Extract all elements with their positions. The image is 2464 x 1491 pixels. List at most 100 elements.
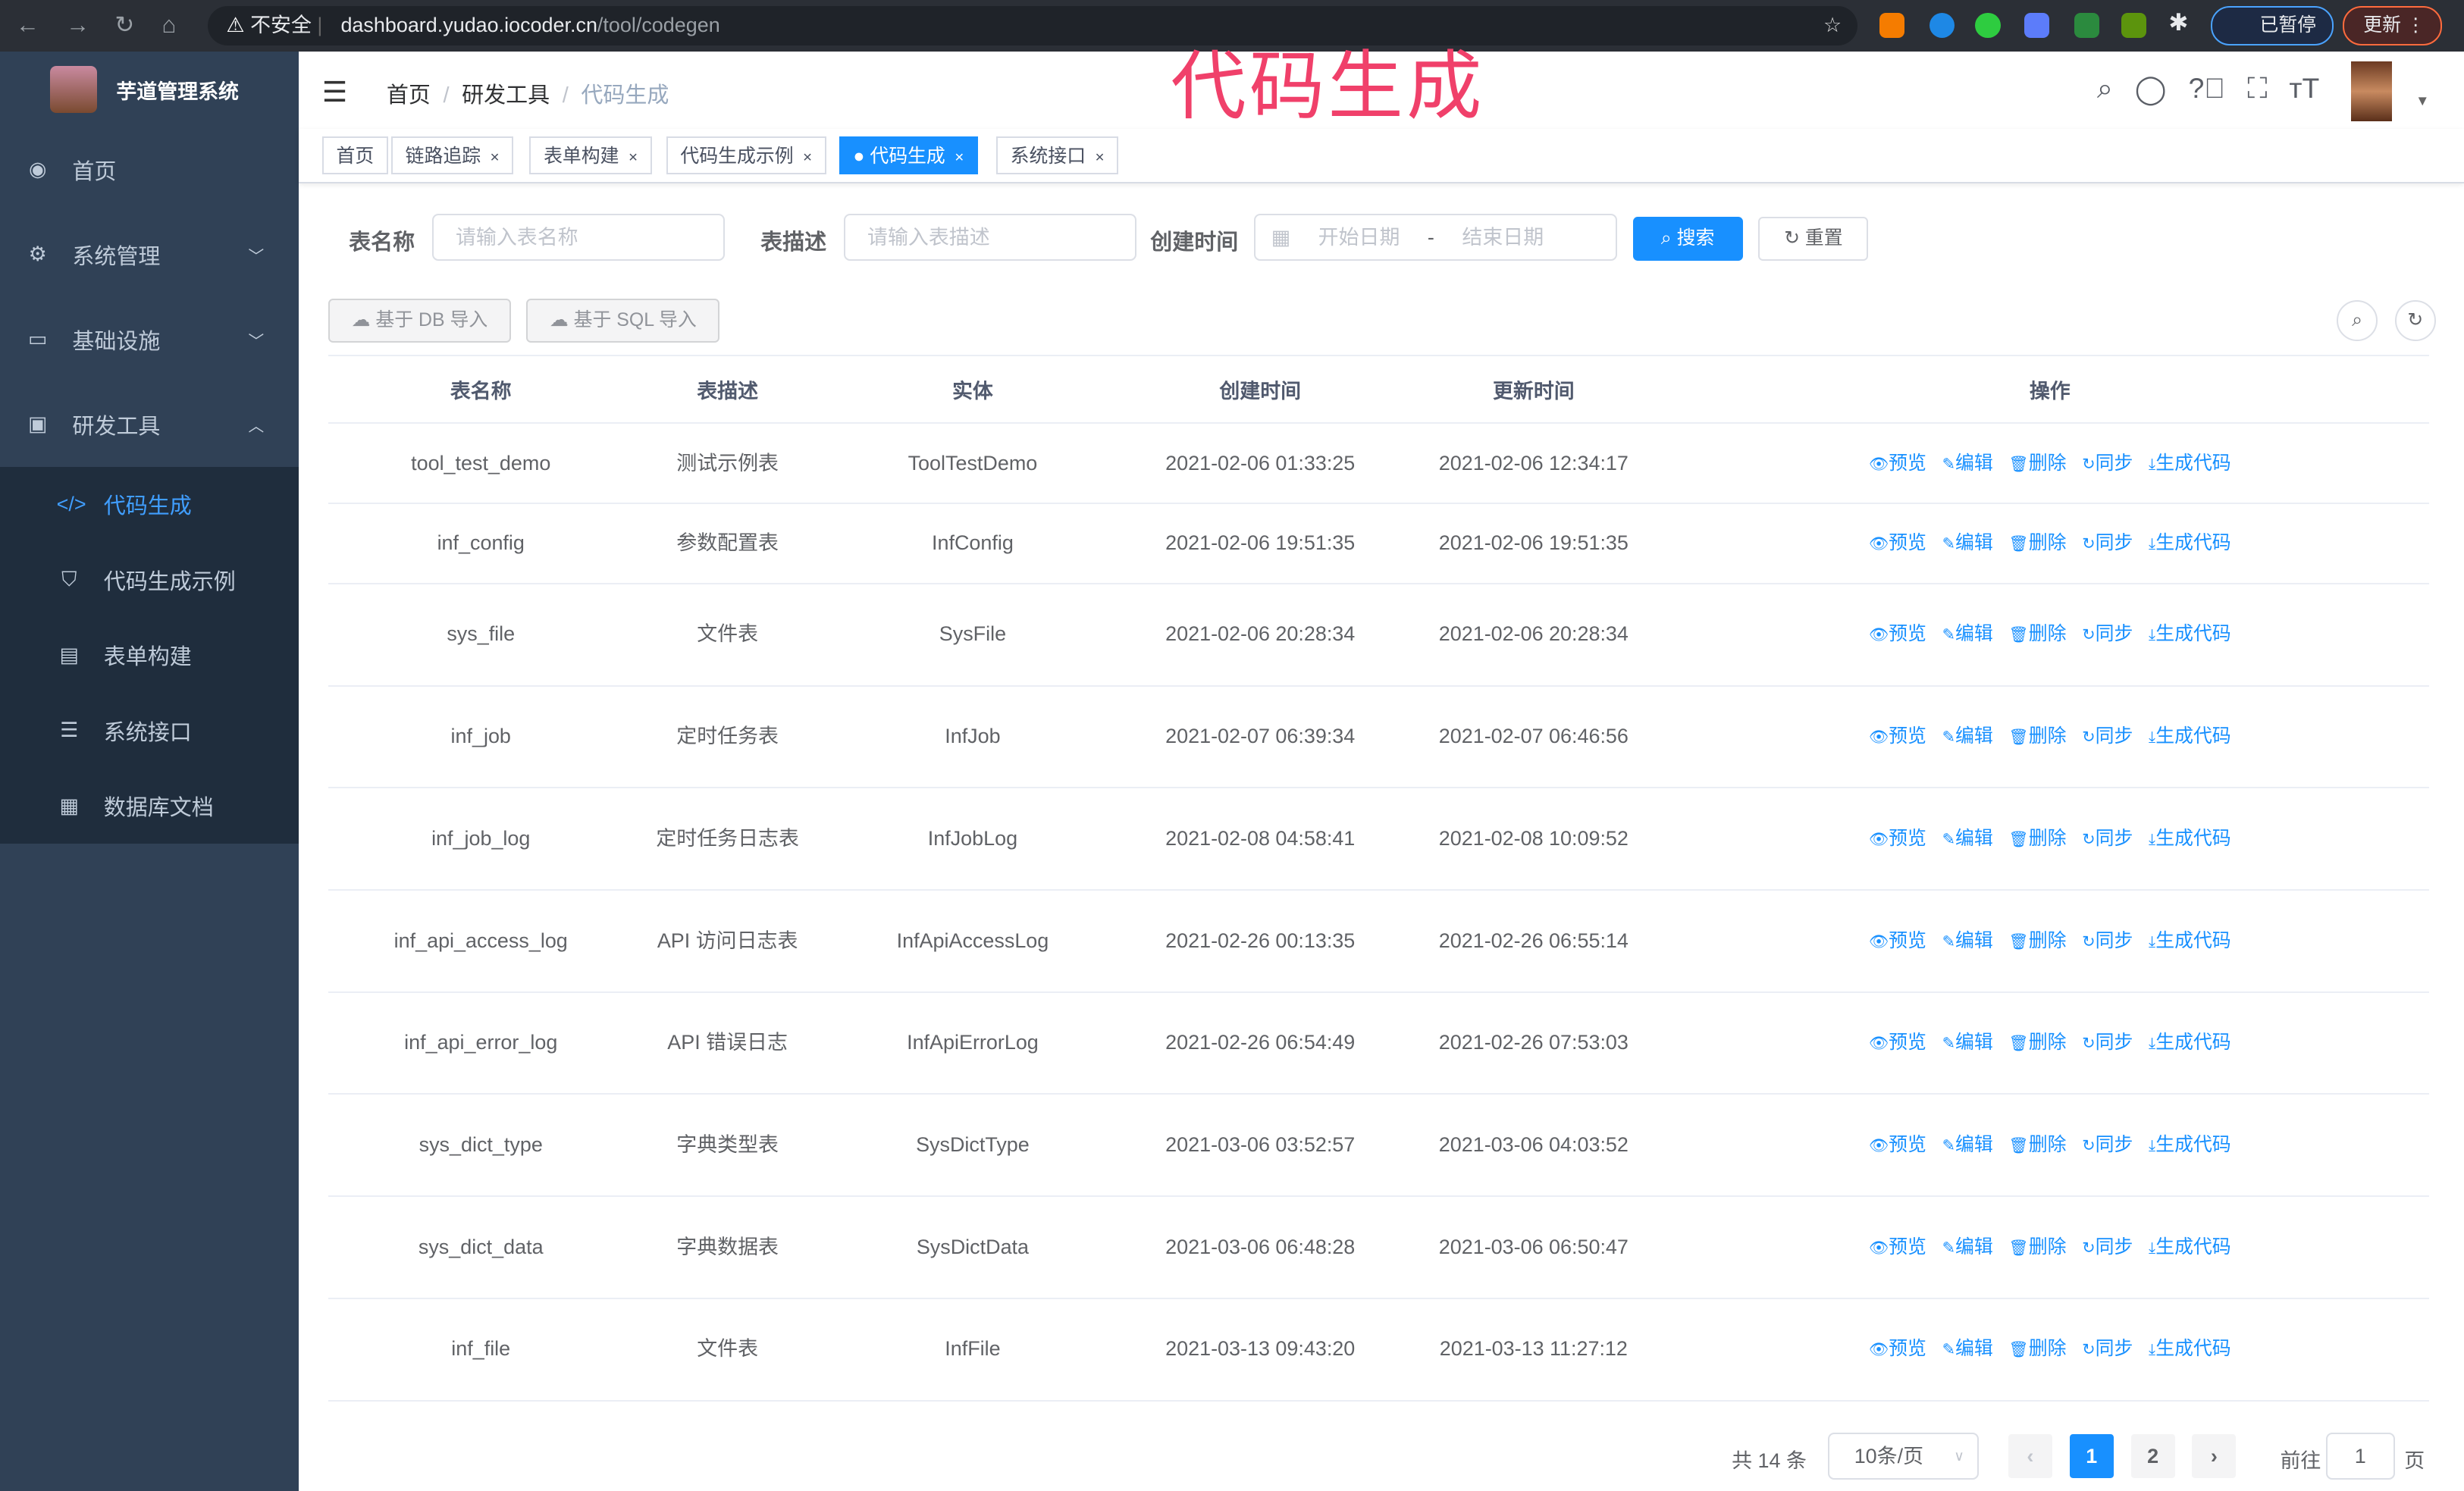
preview-button[interactable]: 👁预览 — [1869, 725, 1926, 747]
preview-button[interactable]: 👁预览 — [1869, 1236, 1926, 1258]
delete-button[interactable]: 🗑删除 — [2008, 453, 2066, 474]
preview-button[interactable]: 👁预览 — [1869, 1134, 1926, 1155]
edit-button[interactable]: ✎编辑 — [1942, 930, 1993, 951]
generate-code-button[interactable]: ⤓生成代码 — [2149, 1134, 2231, 1155]
edit-button[interactable]: ✎编辑 — [1942, 1338, 1993, 1359]
sidebar-item-codegen-demo[interactable]: ⛉ 代码生成示例 — [0, 542, 299, 617]
preview-button[interactable]: 👁预览 — [1869, 453, 1926, 474]
sidebar-item-codegen[interactable]: </> 代码生成 — [0, 467, 299, 542]
caret-down-icon[interactable]: ▼ — [2415, 92, 2430, 109]
delete-button[interactable]: 🗑删除 — [2008, 828, 2066, 849]
search-icon[interactable]: ⌕ — [2096, 72, 2113, 105]
extension-icon[interactable] — [2074, 12, 2100, 38]
tag-codegen-demo[interactable]: 代码生成示例 × — [666, 136, 826, 175]
edit-button[interactable]: ✎编辑 — [1942, 1236, 1993, 1258]
edit-button[interactable]: ✎编辑 — [1942, 532, 1993, 553]
extension-icon[interactable] — [2121, 12, 2147, 38]
edit-button[interactable]: ✎编辑 — [1942, 1032, 1993, 1053]
address-bar[interactable]: ⚠ 不安全 | dashboard.yudao.iocoder.cn/tool/… — [207, 6, 1857, 46]
update-button[interactable]: 更新 ⋮ — [2343, 6, 2443, 45]
close-icon[interactable]: × — [1095, 149, 1105, 167]
puzzle-icon[interactable]: ✱ — [2168, 9, 2189, 36]
preview-button[interactable]: 👁预览 — [1869, 623, 1926, 644]
font-size-icon[interactable]: ᴛT — [2289, 72, 2320, 105]
sync-button[interactable]: ↻同步 — [2082, 532, 2133, 553]
fullscreen-icon[interactable]: ⛶ — [2247, 72, 2268, 105]
page-2-button[interactable]: 2 — [2130, 1434, 2175, 1479]
sidebar-item-devtools[interactable]: ▣ 研发工具 ︿ — [0, 382, 299, 467]
generate-code-button[interactable]: ⤓生成代码 — [2149, 828, 2231, 849]
edit-button[interactable]: ✎编辑 — [1942, 828, 1993, 849]
sync-button[interactable]: ↻同步 — [2082, 930, 2133, 951]
import-db-button[interactable]: ☁ 基于 DB 导入 — [328, 298, 511, 343]
preview-button[interactable]: 👁预览 — [1869, 1338, 1926, 1359]
generate-code-button[interactable]: ⤓生成代码 — [2149, 725, 2231, 747]
delete-button[interactable]: 🗑删除 — [2008, 930, 2066, 951]
close-icon[interactable]: × — [955, 149, 964, 167]
delete-button[interactable]: 🗑删除 — [2008, 1236, 2066, 1258]
delete-button[interactable]: 🗑删除 — [2008, 725, 2066, 747]
preview-button[interactable]: 👁预览 — [1869, 930, 1926, 951]
extension-icon[interactable] — [1930, 12, 1955, 38]
edit-button[interactable]: ✎编辑 — [1942, 725, 1993, 747]
edit-button[interactable]: ✎编辑 — [1942, 453, 1993, 474]
bookmark-star-icon[interactable]: ☆ — [1823, 14, 1842, 37]
extension-icon[interactable] — [2024, 12, 2049, 38]
date-range-picker[interactable]: ▦ 开始日期 - 结束日期 — [1254, 213, 1617, 262]
delete-button[interactable]: 🗑删除 — [2008, 1134, 2066, 1155]
generate-code-button[interactable]: ⤓生成代码 — [2149, 453, 2231, 474]
sync-button[interactable]: ↻同步 — [2082, 1032, 2133, 1053]
reset-button[interactable]: ↻ 重置 — [1758, 217, 1869, 262]
page-size-select[interactable]: 10条/页 ∨ — [1827, 1433, 1979, 1480]
preview-button[interactable]: 👁预览 — [1869, 828, 1926, 849]
preview-button[interactable]: 👁预览 — [1869, 532, 1926, 553]
table-name-input[interactable]: 请输入表名称 — [431, 213, 725, 262]
back-icon[interactable]: ← — [15, 11, 39, 38]
sync-button[interactable]: ↻同步 — [2082, 1134, 2133, 1155]
delete-button[interactable]: 🗑删除 — [2008, 532, 2066, 553]
prev-page-button[interactable]: ‹ — [2008, 1434, 2052, 1479]
generate-code-button[interactable]: ⤓生成代码 — [2149, 532, 2231, 553]
import-sql-button[interactable]: ☁ 基于 SQL 导入 — [526, 298, 720, 343]
edit-button[interactable]: ✎编辑 — [1942, 623, 1993, 644]
generate-code-button[interactable]: ⤓生成代码 — [2149, 930, 2231, 951]
github-icon[interactable]: ◯ — [2134, 73, 2167, 105]
sync-button[interactable]: ↻同步 — [2082, 1236, 2133, 1258]
tag-swagger[interactable]: 系统接口 × — [996, 136, 1119, 175]
close-icon[interactable]: × — [628, 149, 638, 167]
page-1-button[interactable]: 1 — [2069, 1434, 2114, 1479]
tag-codegen[interactable]: ● 代码生成 × — [839, 136, 978, 175]
extension-icon[interactable] — [1879, 12, 1905, 38]
edit-button[interactable]: ✎编辑 — [1942, 1134, 1993, 1155]
breadcrumb-item[interactable]: 首页 — [386, 83, 431, 108]
end-date-input[interactable]: 结束日期 — [1462, 225, 1544, 249]
sidebar-item-swagger[interactable]: ☰ 系统接口 — [0, 693, 299, 768]
generate-code-button[interactable]: ⤓生成代码 — [2149, 623, 2231, 644]
sidebar-item-home[interactable]: ◉ 首页 — [0, 127, 299, 212]
goto-page-input[interactable]: 1 — [2325, 1433, 2395, 1480]
preview-button[interactable]: 👁预览 — [1869, 1032, 1926, 1053]
search-button[interactable]: ⌕ 搜索 — [1632, 217, 1743, 262]
help-icon[interactable]: ?⃝ — [2188, 72, 2226, 105]
delete-button[interactable]: 🗑删除 — [2008, 1338, 2066, 1359]
generate-code-button[interactable]: ⤓生成代码 — [2149, 1338, 2231, 1359]
start-date-input[interactable]: 开始日期 — [1318, 225, 1400, 249]
sync-button[interactable]: ↻同步 — [2082, 453, 2133, 474]
refresh-button[interactable]: ↻ — [2394, 299, 2436, 341]
sidebar-item-infra[interactable]: ▭ 基础设施 ﹀ — [0, 297, 299, 382]
close-icon[interactable]: × — [490, 149, 500, 167]
generate-code-button[interactable]: ⤓生成代码 — [2149, 1236, 2231, 1258]
tag-trace[interactable]: 链路追踪 × — [391, 136, 514, 175]
sync-button[interactable]: ↻同步 — [2082, 725, 2133, 747]
generate-code-button[interactable]: ⤓生成代码 — [2149, 1032, 2231, 1053]
tag-form-build[interactable]: 表单构建 × — [529, 136, 652, 175]
profile-button[interactable]: 已暂停 — [2211, 6, 2334, 45]
avatar[interactable] — [2350, 61, 2392, 121]
sidebar-item-system[interactable]: ⚙ 系统管理 ﹀ — [0, 212, 299, 297]
reload-icon[interactable]: ↻ — [114, 11, 135, 38]
sync-button[interactable]: ↻同步 — [2082, 623, 2133, 644]
tag-home[interactable]: 首页 — [321, 136, 388, 175]
sync-button[interactable]: ↻同步 — [2082, 1338, 2133, 1359]
table-desc-input[interactable]: 请输入表描述 — [844, 213, 1136, 262]
toggle-search-button[interactable]: ⌕ — [2337, 299, 2378, 341]
